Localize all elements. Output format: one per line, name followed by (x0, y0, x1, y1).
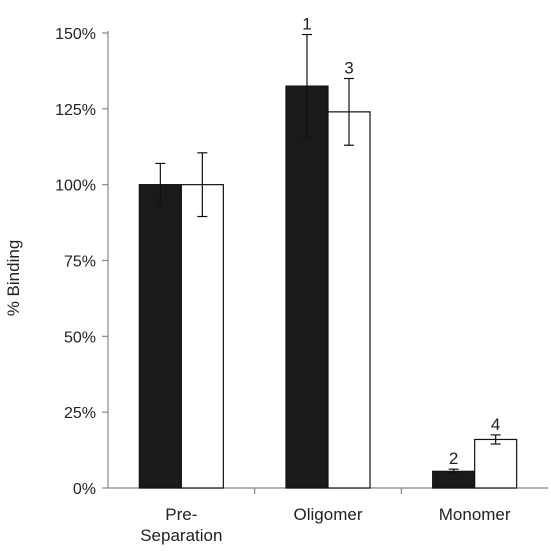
y-tick-label: 150% (55, 26, 96, 43)
x-category-label: Pre- (165, 505, 197, 524)
bar (286, 86, 328, 488)
bar (475, 439, 517, 488)
y-tick-label: 125% (55, 102, 96, 119)
bar-label: 3 (344, 59, 353, 78)
bar-label: 1 (302, 15, 311, 34)
x-category-label: Separation (140, 526, 222, 545)
y-tick-label: 25% (64, 405, 96, 422)
y-axis-label: % Binding (4, 240, 23, 317)
x-category-label: Oligomer (294, 505, 363, 524)
bar (139, 185, 181, 488)
y-tick-label: 75% (64, 254, 96, 271)
bar-label: 2 (449, 449, 458, 468)
y-tick-label: 0% (73, 481, 96, 498)
bar (181, 185, 223, 488)
y-tick-label: 100% (55, 178, 96, 195)
bar-label: 4 (491, 415, 500, 434)
x-category-label: Monomer (439, 505, 511, 524)
y-tick-label: 50% (64, 329, 96, 346)
bar (328, 112, 370, 488)
